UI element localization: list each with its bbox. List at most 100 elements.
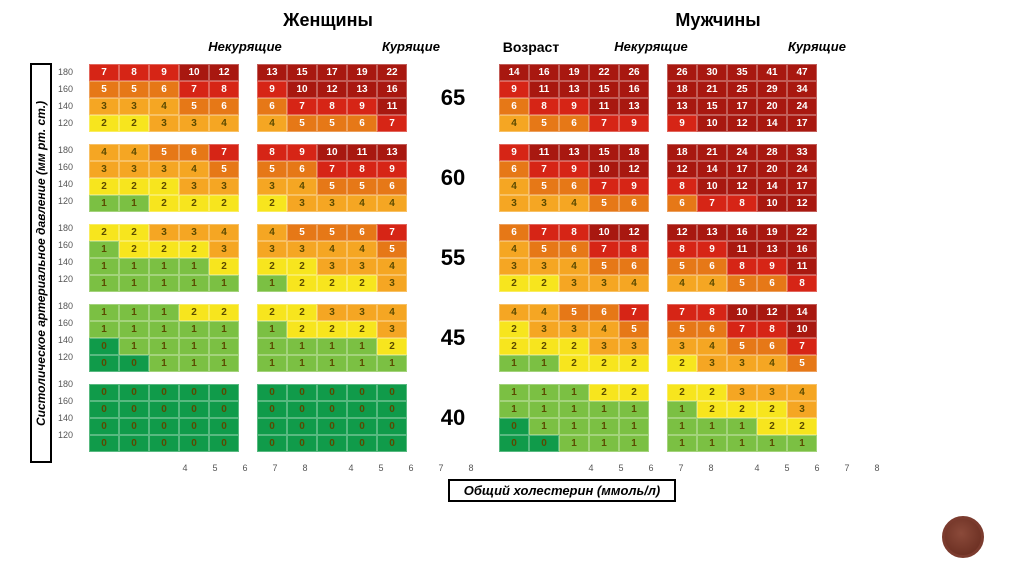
- y-tick: 160: [58, 318, 84, 328]
- risk-cell: 5: [287, 224, 317, 241]
- risk-cell: 3: [529, 321, 559, 338]
- risk-block: 89101113567893455623344: [256, 143, 408, 213]
- risk-cell: 8: [787, 275, 817, 292]
- risk-cell: 2: [787, 418, 817, 435]
- risk-cell: 8: [667, 178, 697, 195]
- risk-cell: 1: [209, 355, 239, 372]
- risk-cell: 2: [559, 338, 589, 355]
- y-tick: 180: [58, 379, 84, 389]
- x-tick-group: 45678: [170, 463, 320, 473]
- risk-cell: 2: [559, 355, 589, 372]
- risk-cell: 6: [149, 81, 179, 98]
- risk-cell: 10: [317, 144, 347, 161]
- risk-cell: 9: [347, 98, 377, 115]
- risk-cell: 0: [179, 384, 209, 401]
- x-ticks: 45678456784567845678: [170, 463, 994, 473]
- risk-cell: 10: [727, 304, 757, 321]
- risk-cell: 22: [377, 64, 407, 81]
- risk-cell: 4: [377, 258, 407, 275]
- risk-cell: 1: [529, 401, 559, 418]
- risk-cell: 1: [149, 321, 179, 338]
- risk-cell: 16: [529, 64, 559, 81]
- risk-cell: 5: [529, 115, 559, 132]
- age-row: 7891012556783345622334131517192291012131…: [88, 63, 834, 133]
- header-women-nonsmoker: Некурящие: [170, 39, 320, 55]
- risk-cell: 2: [667, 384, 697, 401]
- risk-cell: 0: [179, 401, 209, 418]
- risk-cell: 15: [697, 98, 727, 115]
- risk-cell: 1: [89, 304, 119, 321]
- risk-cell: 1: [257, 275, 287, 292]
- risk-cell: 3: [727, 384, 757, 401]
- risk-cell: 2: [149, 195, 179, 212]
- risk-cell: 5: [287, 115, 317, 132]
- risk-cell: 5: [257, 161, 287, 178]
- risk-cell: 1: [89, 195, 119, 212]
- risk-block: 7891012556783345622334: [88, 63, 240, 133]
- risk-cell: 1: [179, 321, 209, 338]
- risk-cell: 3: [317, 258, 347, 275]
- risk-cell: 2: [119, 178, 149, 195]
- y-tick-group: 180160140120: [58, 219, 84, 287]
- risk-cell: 28: [757, 144, 787, 161]
- x-tick: 5: [212, 463, 217, 473]
- risk-cell: 2: [499, 275, 529, 292]
- risk-cell: 6: [559, 241, 589, 258]
- y-tick: 120: [58, 430, 84, 440]
- risk-cell: 15: [287, 64, 317, 81]
- risk-cell: 10: [697, 178, 727, 195]
- header-men: Мужчины: [560, 10, 876, 31]
- risk-cell: 3: [179, 224, 209, 241]
- risk-cell: 3: [697, 355, 727, 372]
- risk-block: 781012145678103456723345: [666, 303, 818, 373]
- risk-cell: 3: [377, 275, 407, 292]
- risk-cell: 6: [499, 98, 529, 115]
- risk-cell: 3: [317, 195, 347, 212]
- y-tick: 140: [58, 335, 84, 345]
- risk-block: 22334122231111211111: [88, 223, 240, 293]
- age-row: 1112211111011110011122334122231111211111…: [88, 303, 834, 373]
- risk-block: 00000000000000000000: [88, 383, 240, 453]
- risk-cell: 9: [667, 115, 697, 132]
- risk-cell: 11: [347, 144, 377, 161]
- risk-cell: 12: [727, 178, 757, 195]
- risk-cell: 0: [317, 418, 347, 435]
- risk-cell: 3: [209, 178, 239, 195]
- risk-cell: 4: [317, 241, 347, 258]
- y-tick: 140: [58, 413, 84, 423]
- risk-cell: 5: [529, 241, 559, 258]
- risk-cell: 1: [257, 338, 287, 355]
- risk-cell: 2: [697, 384, 727, 401]
- x-axis-label: Общий холестерин (ммоль/л): [448, 479, 677, 502]
- risk-cell: 19: [347, 64, 377, 81]
- risk-cell: 3: [589, 275, 619, 292]
- risk-cell: 9: [559, 161, 589, 178]
- risk-cell: 13: [697, 224, 727, 241]
- risk-cell: 2: [347, 275, 377, 292]
- risk-cell: 8: [347, 161, 377, 178]
- risk-cell: 7: [287, 98, 317, 115]
- risk-cell: 2: [257, 258, 287, 275]
- risk-cell: 0: [209, 418, 239, 435]
- risk-cell: 13: [619, 98, 649, 115]
- risk-cell: 9: [499, 81, 529, 98]
- y-tick: 120: [58, 352, 84, 362]
- risk-block: 1416192226911131516689111345679: [498, 63, 650, 133]
- risk-cell: 17: [787, 115, 817, 132]
- risk-cell: 0: [257, 418, 287, 435]
- risk-cell: 6: [179, 144, 209, 161]
- y-tick: 120: [58, 196, 84, 206]
- risk-cell: 3: [529, 195, 559, 212]
- risk-cell: 12: [317, 81, 347, 98]
- risk-cell: 2: [89, 115, 119, 132]
- risk-block: 44567233452223311222: [498, 303, 650, 373]
- risk-cell: 1: [787, 435, 817, 452]
- risk-cell: 26: [667, 64, 697, 81]
- risk-cell: 4: [149, 98, 179, 115]
- risk-cell: 0: [377, 418, 407, 435]
- risk-cell: 13: [257, 64, 287, 81]
- risk-cell: 1: [697, 418, 727, 435]
- risk-cell: 3: [149, 161, 179, 178]
- risk-cell: 1: [287, 355, 317, 372]
- risk-cell: 21: [697, 81, 727, 98]
